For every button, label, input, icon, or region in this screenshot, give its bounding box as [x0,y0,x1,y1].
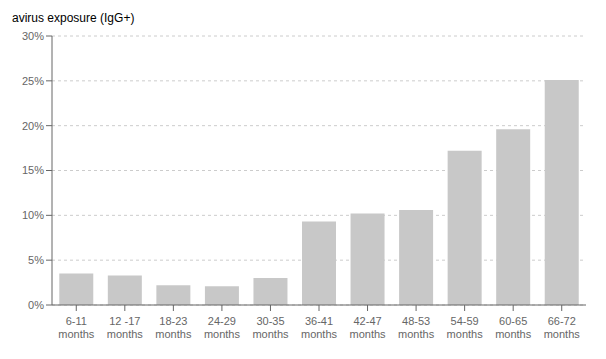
svg-text:6-11months: 6-11months [58,315,95,340]
svg-text:42-47months: 42-47months [350,315,387,340]
svg-text:36-41months: 36-41months [301,315,338,340]
html-text:avirus exposure (IgG+): avirus exposure (IgG+) [12,11,135,25]
svg-text:25%: 25% [22,75,44,87]
svg-text:10%: 10% [22,209,44,221]
svg-text:12 -17months: 12 -17months [107,315,144,340]
svg-text:15%: 15% [22,164,44,176]
svg-text:18-23months: 18-23months [155,315,192,340]
svg-text:60-65months: 60-65months [495,315,532,340]
svg-text:54-59months: 54-59months [447,315,484,340]
svg-text:24-29months: 24-29months [204,315,241,340]
svg-text:66-72months: 66-72months [544,315,581,340]
svg-text:30%: 30% [22,30,44,42]
svg-text:30-35months: 30-35months [252,315,289,340]
svg-text:0%: 0% [28,299,44,311]
svg-text:48-53months: 48-53months [398,315,435,340]
svg-text:20%: 20% [22,120,44,132]
svg-text:5%: 5% [28,254,44,266]
